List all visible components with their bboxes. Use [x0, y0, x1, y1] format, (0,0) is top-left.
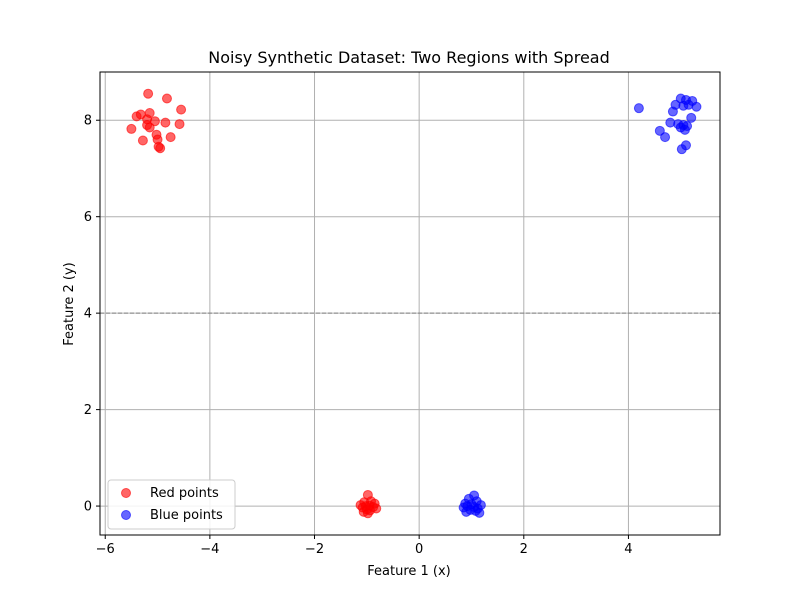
x-axis-ticks: −6 −4 −2 0 2 4 [96, 535, 633, 557]
y-tick-label: 0 [84, 500, 92, 515]
y-axis-label: Feature 2 (y) [62, 262, 77, 346]
data-point [155, 143, 166, 154]
legend-marker-red [121, 488, 131, 498]
y-tick-label: 6 [84, 210, 92, 225]
data-point [691, 101, 702, 112]
legend: Red points Blue points [107, 479, 236, 530]
data-point [660, 132, 671, 143]
y-tick-label: 2 [84, 403, 92, 418]
data-point [667, 106, 678, 117]
data-point [174, 119, 185, 130]
data-point [654, 125, 665, 136]
x-tick-label: −2 [305, 542, 324, 557]
data-point [149, 116, 160, 127]
chart-title: Noisy Synthetic Dataset: Two Regions wit… [208, 48, 610, 67]
x-axis-label: Feature 1 (x) [367, 564, 451, 579]
data-point [143, 88, 154, 99]
data-point [676, 144, 687, 155]
data-points [126, 88, 702, 519]
data-point [461, 506, 472, 517]
data-point [144, 122, 155, 133]
data-point [686, 112, 697, 123]
x-tick-label: −4 [200, 542, 219, 557]
series-red [126, 88, 382, 519]
x-tick-label: 2 [520, 542, 528, 557]
series-blue [458, 93, 702, 518]
x-tick-label: 0 [415, 542, 423, 557]
data-point [679, 124, 690, 135]
data-point [362, 508, 373, 519]
data-point [161, 93, 172, 104]
y-tick-label: 4 [84, 307, 92, 322]
x-tick-label: 4 [624, 542, 632, 557]
data-point [633, 103, 644, 114]
data-point [126, 123, 137, 134]
legend-label-blue: Blue points [150, 508, 223, 523]
data-point [160, 117, 171, 128]
data-point [165, 132, 176, 143]
data-point [474, 507, 485, 518]
legend-marker-blue [121, 510, 131, 520]
plot-frame [99, 71, 721, 536]
data-point [137, 135, 148, 146]
y-tick-label: 8 [84, 114, 92, 129]
x-tick-label: −6 [96, 542, 115, 557]
legend-box [107, 479, 236, 530]
data-point [176, 104, 187, 115]
data-point [131, 111, 142, 122]
legend-label-red: Red points [150, 486, 219, 501]
y-axis-ticks: 0 2 4 6 8 [84, 114, 100, 515]
